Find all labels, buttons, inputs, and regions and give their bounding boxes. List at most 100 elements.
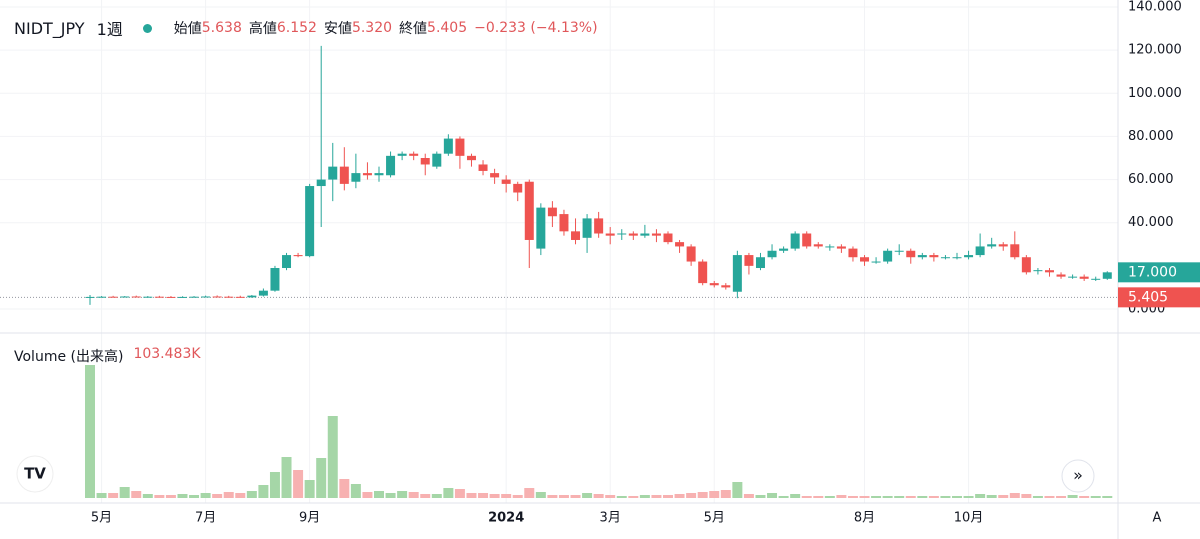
price-label-box: [1118, 262, 1200, 283]
candle-body: [987, 244, 997, 247]
candle-body: [709, 283, 719, 286]
volume-bar: [1079, 496, 1090, 498]
volume-bar: [743, 494, 754, 498]
volume-bar: [1044, 496, 1055, 498]
volume-bar: [431, 494, 442, 498]
volume-bar: [755, 495, 766, 498]
volume-bar: [882, 496, 893, 498]
volume-bar: [466, 493, 477, 498]
candle-body: [397, 153, 407, 156]
candle-body: [235, 296, 245, 298]
candle-body: [1021, 257, 1031, 273]
y-tick-label: 120.000: [1128, 43, 1182, 58]
volume-bar: [686, 493, 697, 498]
status-dot: [142, 23, 152, 33]
volume-bar: [639, 495, 650, 498]
y-tick-label: 40.000: [1128, 215, 1174, 230]
candle-body: [732, 255, 742, 292]
ohlc-value: 6.152: [276, 20, 317, 36]
candle-body: [790, 233, 800, 249]
candle-body: [386, 155, 396, 176]
volume-bar: [408, 492, 419, 498]
volume-bar: [535, 492, 546, 498]
volume-bar: [1021, 494, 1032, 498]
volume-bar: [269, 472, 280, 498]
change: −0.233 (−4.13%): [474, 20, 598, 36]
candle-body: [605, 233, 615, 236]
ohlc-value: 5.405: [427, 20, 468, 36]
volume-bar: [651, 495, 662, 498]
volume-bar: [859, 496, 870, 498]
volume-bar: [778, 496, 789, 498]
candle-body: [201, 296, 211, 298]
candle-body: [594, 218, 604, 234]
candle-body: [443, 138, 453, 154]
price-label: 17.000: [1128, 264, 1177, 280]
candle-body: [906, 250, 916, 258]
svg-text:TV: TV: [24, 465, 46, 483]
volume-bar: [547, 495, 558, 498]
candle-body: [466, 155, 476, 161]
candle-body: [651, 233, 661, 236]
candle-body: [755, 257, 765, 269]
volume-bar: [165, 495, 176, 498]
volume-bar: [189, 495, 200, 498]
candle-body: [1091, 278, 1101, 280]
volume-bar: [258, 485, 269, 498]
auto-scale-button[interactable]: A: [1153, 511, 1162, 526]
candle-body: [189, 296, 199, 298]
candle-body: [675, 242, 685, 247]
candle-body: [940, 257, 950, 259]
tv-logo[interactable]: TV: [16, 455, 54, 493]
candle-body: [779, 248, 789, 251]
svg-text:»: »: [1073, 466, 1083, 485]
candle-body: [409, 153, 419, 156]
candle-body: [177, 296, 187, 298]
candle-body: [305, 186, 315, 257]
volume-bar: [293, 470, 304, 498]
candle-body: [374, 173, 384, 176]
candle-body: [894, 250, 904, 252]
candle-body: [617, 233, 627, 235]
volume-bar: [85, 365, 95, 498]
candle-body: [1079, 276, 1089, 279]
interval[interactable]: 1週: [96, 20, 123, 39]
candle-body: [848, 248, 858, 258]
volume-bar: [871, 496, 882, 498]
legend-header: NIDT_JPY 1週 始値 5.638 高値 6.152 安値 5.320 終値 5.…: [14, 16, 605, 40]
volume-bar: [374, 491, 384, 498]
candle-body: [97, 296, 107, 298]
volume-bar: [847, 496, 858, 498]
volume-bar: [339, 479, 350, 498]
candle-body: [860, 257, 870, 262]
volume-bar: [501, 494, 512, 498]
candle-body: [813, 244, 823, 247]
candle-body: [501, 179, 511, 184]
candle-body: [316, 179, 326, 187]
candle-body: [513, 183, 523, 193]
candle-body: [455, 138, 465, 156]
y-tick-label: 60.000: [1128, 172, 1174, 187]
candle-body: [952, 257, 962, 259]
candle-body: [767, 250, 777, 258]
candle-body: [490, 173, 500, 178]
volume-bar: [524, 488, 535, 498]
candle-body: [1056, 274, 1066, 277]
volume-bar: [454, 489, 465, 498]
volume-bar: [1102, 496, 1113, 498]
volume-bar: [732, 482, 743, 498]
volume-bar: [1056, 496, 1067, 498]
y-tick-label: 80.000: [1128, 129, 1174, 144]
volume-bar: [478, 493, 489, 498]
volume-bar: [142, 494, 153, 498]
candle-body: [744, 255, 754, 266]
scroll-to-latest-button[interactable]: »: [1061, 459, 1095, 493]
x-tick-label: 8月: [854, 511, 875, 526]
candle-body: [328, 166, 338, 180]
volume-bar: [917, 496, 928, 498]
volume-bar: [628, 496, 639, 498]
ohlc-value: 5.320: [351, 20, 393, 36]
volume-bar: [246, 491, 257, 498]
x-tick-label: 9月: [299, 511, 320, 526]
